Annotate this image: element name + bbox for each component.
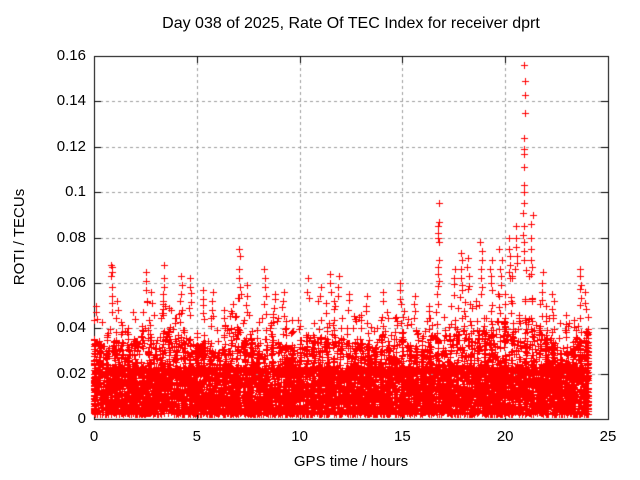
y-tick-label: 0.16 (56, 47, 86, 64)
x-tick-label: 20 (496, 428, 514, 445)
y-tick-label: 0 (77, 410, 86, 427)
y-tick-label: 0.08 (56, 228, 86, 246)
y-tick-label: 0.04 (56, 319, 86, 337)
y-tick-label: 0.14 (56, 92, 86, 110)
x-tick-label: 5 (192, 428, 201, 445)
x-tick-label: 10 (291, 428, 308, 445)
y-axis-label: ROTI / TECUs (11, 188, 28, 286)
x-tick-label: 25 (599, 428, 617, 445)
chart-title: Day 038 of 2025, Rate Of TEC Index for r… (162, 15, 540, 32)
x-axis-label: GPS time / hours (293, 453, 409, 470)
y-tick-label: 0.06 (56, 273, 86, 291)
x-tick-label: 15 (394, 428, 411, 445)
y-tick-label: 0.02 (56, 364, 86, 382)
y-tick-label: 0.1 (65, 183, 86, 201)
y-tick-label: 0.12 (56, 137, 86, 155)
x-tick-label: 0 (89, 428, 99, 445)
